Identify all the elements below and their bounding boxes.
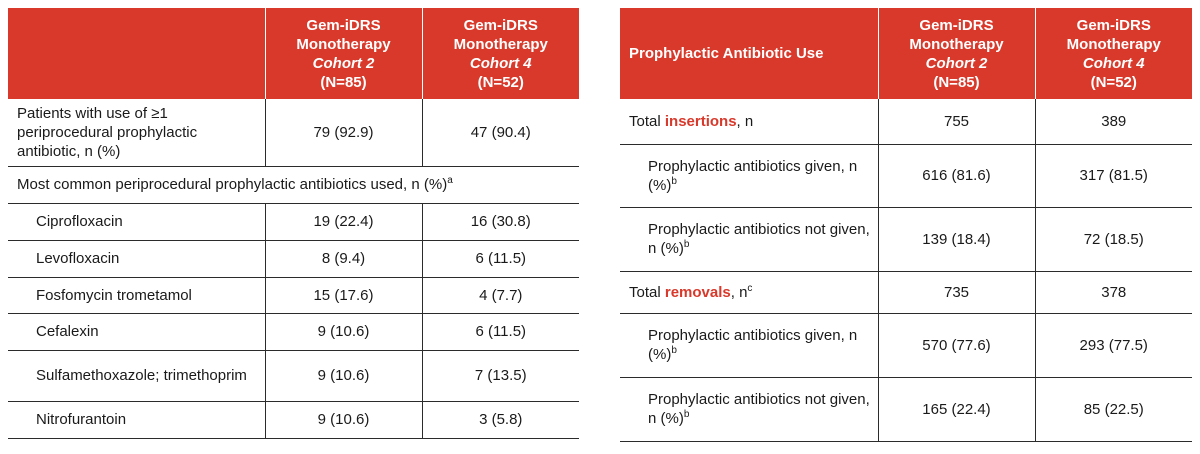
antibiotics-used-table: Gem-iDRS Monotherapy Cohort 2 (N=85) Gem… bbox=[8, 8, 579, 439]
footnote-marker: b bbox=[671, 345, 677, 356]
highlight-text: insertions bbox=[664, 112, 737, 130]
header-drug-name: Gem-iDRS bbox=[919, 16, 994, 34]
cohort-4-value: 72 (18.5) bbox=[1034, 207, 1192, 272]
cohort-2-value: 735 bbox=[877, 271, 1035, 314]
row-label-text: Prophylactic antibiotics not given, n (%… bbox=[648, 221, 870, 257]
cohort-2-value: 9 (10.6) bbox=[264, 401, 422, 439]
cohort-4-value: 47 (90.4) bbox=[421, 99, 579, 167]
table-row: Prophylactic antibiotics not given, n (%… bbox=[620, 377, 1192, 442]
cohort-4-value: 317 (81.5) bbox=[1034, 144, 1192, 208]
header-empty-cell bbox=[8, 8, 265, 99]
table-row: Patients with use of ≥1 periprocedural p… bbox=[8, 99, 579, 167]
header-n: (N=52) bbox=[477, 73, 524, 91]
header-cohort-2: Gem-iDRS Monotherapy Cohort 2 (N=85) bbox=[877, 8, 1035, 99]
cohort-4-value: 7 (13.5) bbox=[421, 350, 579, 402]
row-label-text: Prophylactic antibiotics given, n (%) bbox=[648, 157, 858, 194]
header-title: Prophylactic Antibiotic Use bbox=[620, 8, 878, 99]
table-row: Prophylactic antibiotics given, n (%)b 6… bbox=[620, 144, 1192, 208]
header-drug-name: Gem-iDRS bbox=[463, 16, 538, 34]
cohort-4-value: 85 (22.5) bbox=[1034, 377, 1192, 442]
cohort-2-value: 570 (77.6) bbox=[877, 313, 1035, 378]
cohort-4-value: 16 (30.8) bbox=[421, 203, 579, 241]
table-row: Levofloxacin 8 (9.4) 6 (11.5) bbox=[8, 240, 579, 278]
cohort-4-value: 6 (11.5) bbox=[421, 313, 579, 351]
table-header-row: Prophylactic Antibiotic Use Gem-iDRS Mon… bbox=[620, 8, 1192, 99]
header-cohort: Cohort 4 bbox=[469, 54, 532, 72]
row-label: Prophylactic antibiotics given, n (%)b bbox=[620, 144, 878, 208]
row-label: Prophylactic antibiotics given, n (%)b bbox=[620, 313, 878, 378]
header-n: (N=85) bbox=[933, 73, 980, 91]
header-therapy: Monotherapy bbox=[1066, 35, 1161, 53]
header-cohort: Cohort 2 bbox=[925, 54, 988, 72]
header-cohort-4: Gem-iDRS Monotherapy Cohort 4 (N=52) bbox=[1034, 8, 1192, 99]
row-label: Prophylactic antibiotics not given, n (%… bbox=[620, 207, 878, 272]
label-prefix: Total bbox=[629, 283, 661, 301]
table-row: Prophylactic antibiotics not given, n (%… bbox=[620, 207, 1192, 272]
header-cohort-2: Gem-iDRS Monotherapy Cohort 2 (N=85) bbox=[264, 8, 422, 99]
antibiotic-name: Fosfomycin trometamol bbox=[8, 277, 265, 314]
antibiotic-name: Sulfamethoxazole; trimethoprim bbox=[8, 350, 265, 402]
row-label-text: Prophylactic antibiotics given, n (%) bbox=[648, 327, 858, 363]
footnote-marker: b bbox=[683, 409, 690, 420]
row-label: Total removals, nc bbox=[620, 271, 878, 314]
table-header-row: Gem-iDRS Monotherapy Cohort 2 (N=85) Gem… bbox=[8, 8, 579, 99]
header-therapy: Monotherapy bbox=[296, 35, 391, 53]
total-removals-row: Total removals, nc 735 378 bbox=[620, 271, 1192, 314]
header-therapy: Monotherapy bbox=[453, 35, 548, 53]
label-suffix: , n bbox=[736, 112, 754, 130]
header-cohort: Cohort 4 bbox=[1082, 54, 1145, 72]
footnote-marker: c bbox=[747, 282, 753, 294]
header-cohort-4: Gem-iDRS Monotherapy Cohort 4 (N=52) bbox=[421, 8, 579, 99]
label-prefix: Total bbox=[629, 112, 661, 130]
table-row: Prophylactic antibiotics given, n (%)b 5… bbox=[620, 313, 1192, 378]
header-n: (N=85) bbox=[320, 73, 367, 91]
section-label-text: Most common periprocedural prophylactic … bbox=[17, 176, 448, 193]
footnote-marker: a bbox=[447, 175, 453, 186]
cohort-4-value: 378 bbox=[1034, 271, 1192, 314]
cohort-2-value: 9 (10.6) bbox=[264, 350, 422, 402]
cohort-2-value: 8 (9.4) bbox=[264, 240, 422, 278]
cohort-4-value: 3 (5.8) bbox=[421, 401, 579, 439]
section-label: Most common periprocedural prophylactic … bbox=[8, 166, 579, 204]
header-drug-name: Gem-iDRS bbox=[1076, 16, 1151, 34]
cohort-2-value: 19 (22.4) bbox=[264, 203, 422, 241]
table-row: Nitrofurantoin 9 (10.6) 3 (5.8) bbox=[8, 401, 579, 439]
header-drug-name: Gem-iDRS bbox=[306, 16, 381, 34]
section-row: Most common periprocedural prophylactic … bbox=[8, 166, 579, 204]
cohort-4-value: 6 (11.5) bbox=[421, 240, 579, 278]
header-cohort: Cohort 2 bbox=[312, 54, 375, 72]
footnote-marker: b bbox=[671, 175, 677, 187]
row-label: Prophylactic antibiotics not given, n (%… bbox=[620, 377, 878, 442]
antibiotic-name: Levofloxacin bbox=[8, 240, 265, 278]
cohort-2-value: 9 (10.6) bbox=[264, 313, 422, 351]
cohort-4-value: 389 bbox=[1034, 99, 1192, 145]
cohort-4-value: 293 (77.5) bbox=[1034, 313, 1192, 378]
row-label: Total insertions, n bbox=[620, 99, 878, 145]
antibiotic-name: Ciprofloxacin bbox=[8, 203, 265, 241]
table-row: Cefalexin 9 (10.6) 6 (11.5) bbox=[8, 313, 579, 351]
header-n: (N=52) bbox=[1090, 73, 1137, 91]
cohort-2-value: 755 bbox=[877, 99, 1035, 145]
header-therapy: Monotherapy bbox=[909, 35, 1004, 53]
cohort-2-value: 616 (81.6) bbox=[877, 144, 1035, 208]
footnote-marker: b bbox=[683, 239, 690, 250]
highlight-text: removals bbox=[664, 283, 731, 301]
antibiotic-name: Cefalexin bbox=[8, 313, 265, 351]
cohort-4-value: 4 (7.7) bbox=[421, 277, 579, 314]
prophylactic-use-table: Prophylactic Antibiotic Use Gem-iDRS Mon… bbox=[620, 8, 1192, 442]
antibiotic-name: Nitrofurantoin bbox=[8, 401, 265, 439]
cohort-2-value: 139 (18.4) bbox=[877, 207, 1035, 272]
cohort-2-value: 165 (22.4) bbox=[877, 377, 1035, 442]
total-insertions-row: Total insertions, n 755 389 bbox=[620, 99, 1192, 145]
table-row: Sulfamethoxazole; trimethoprim 9 (10.6) … bbox=[8, 350, 579, 402]
table-row: Ciprofloxacin 19 (22.4) 16 (30.8) bbox=[8, 203, 579, 241]
table-row: Fosfomycin trometamol 15 (17.6) 4 (7.7) bbox=[8, 277, 579, 314]
label-suffix: , n bbox=[730, 283, 748, 301]
cohort-2-value: 15 (17.6) bbox=[264, 277, 422, 314]
row-label: Patients with use of ≥1 periprocedural p… bbox=[8, 99, 265, 167]
row-label-text: Prophylactic antibiotics not given, n (%… bbox=[648, 391, 870, 427]
cohort-2-value: 79 (92.9) bbox=[264, 99, 422, 167]
